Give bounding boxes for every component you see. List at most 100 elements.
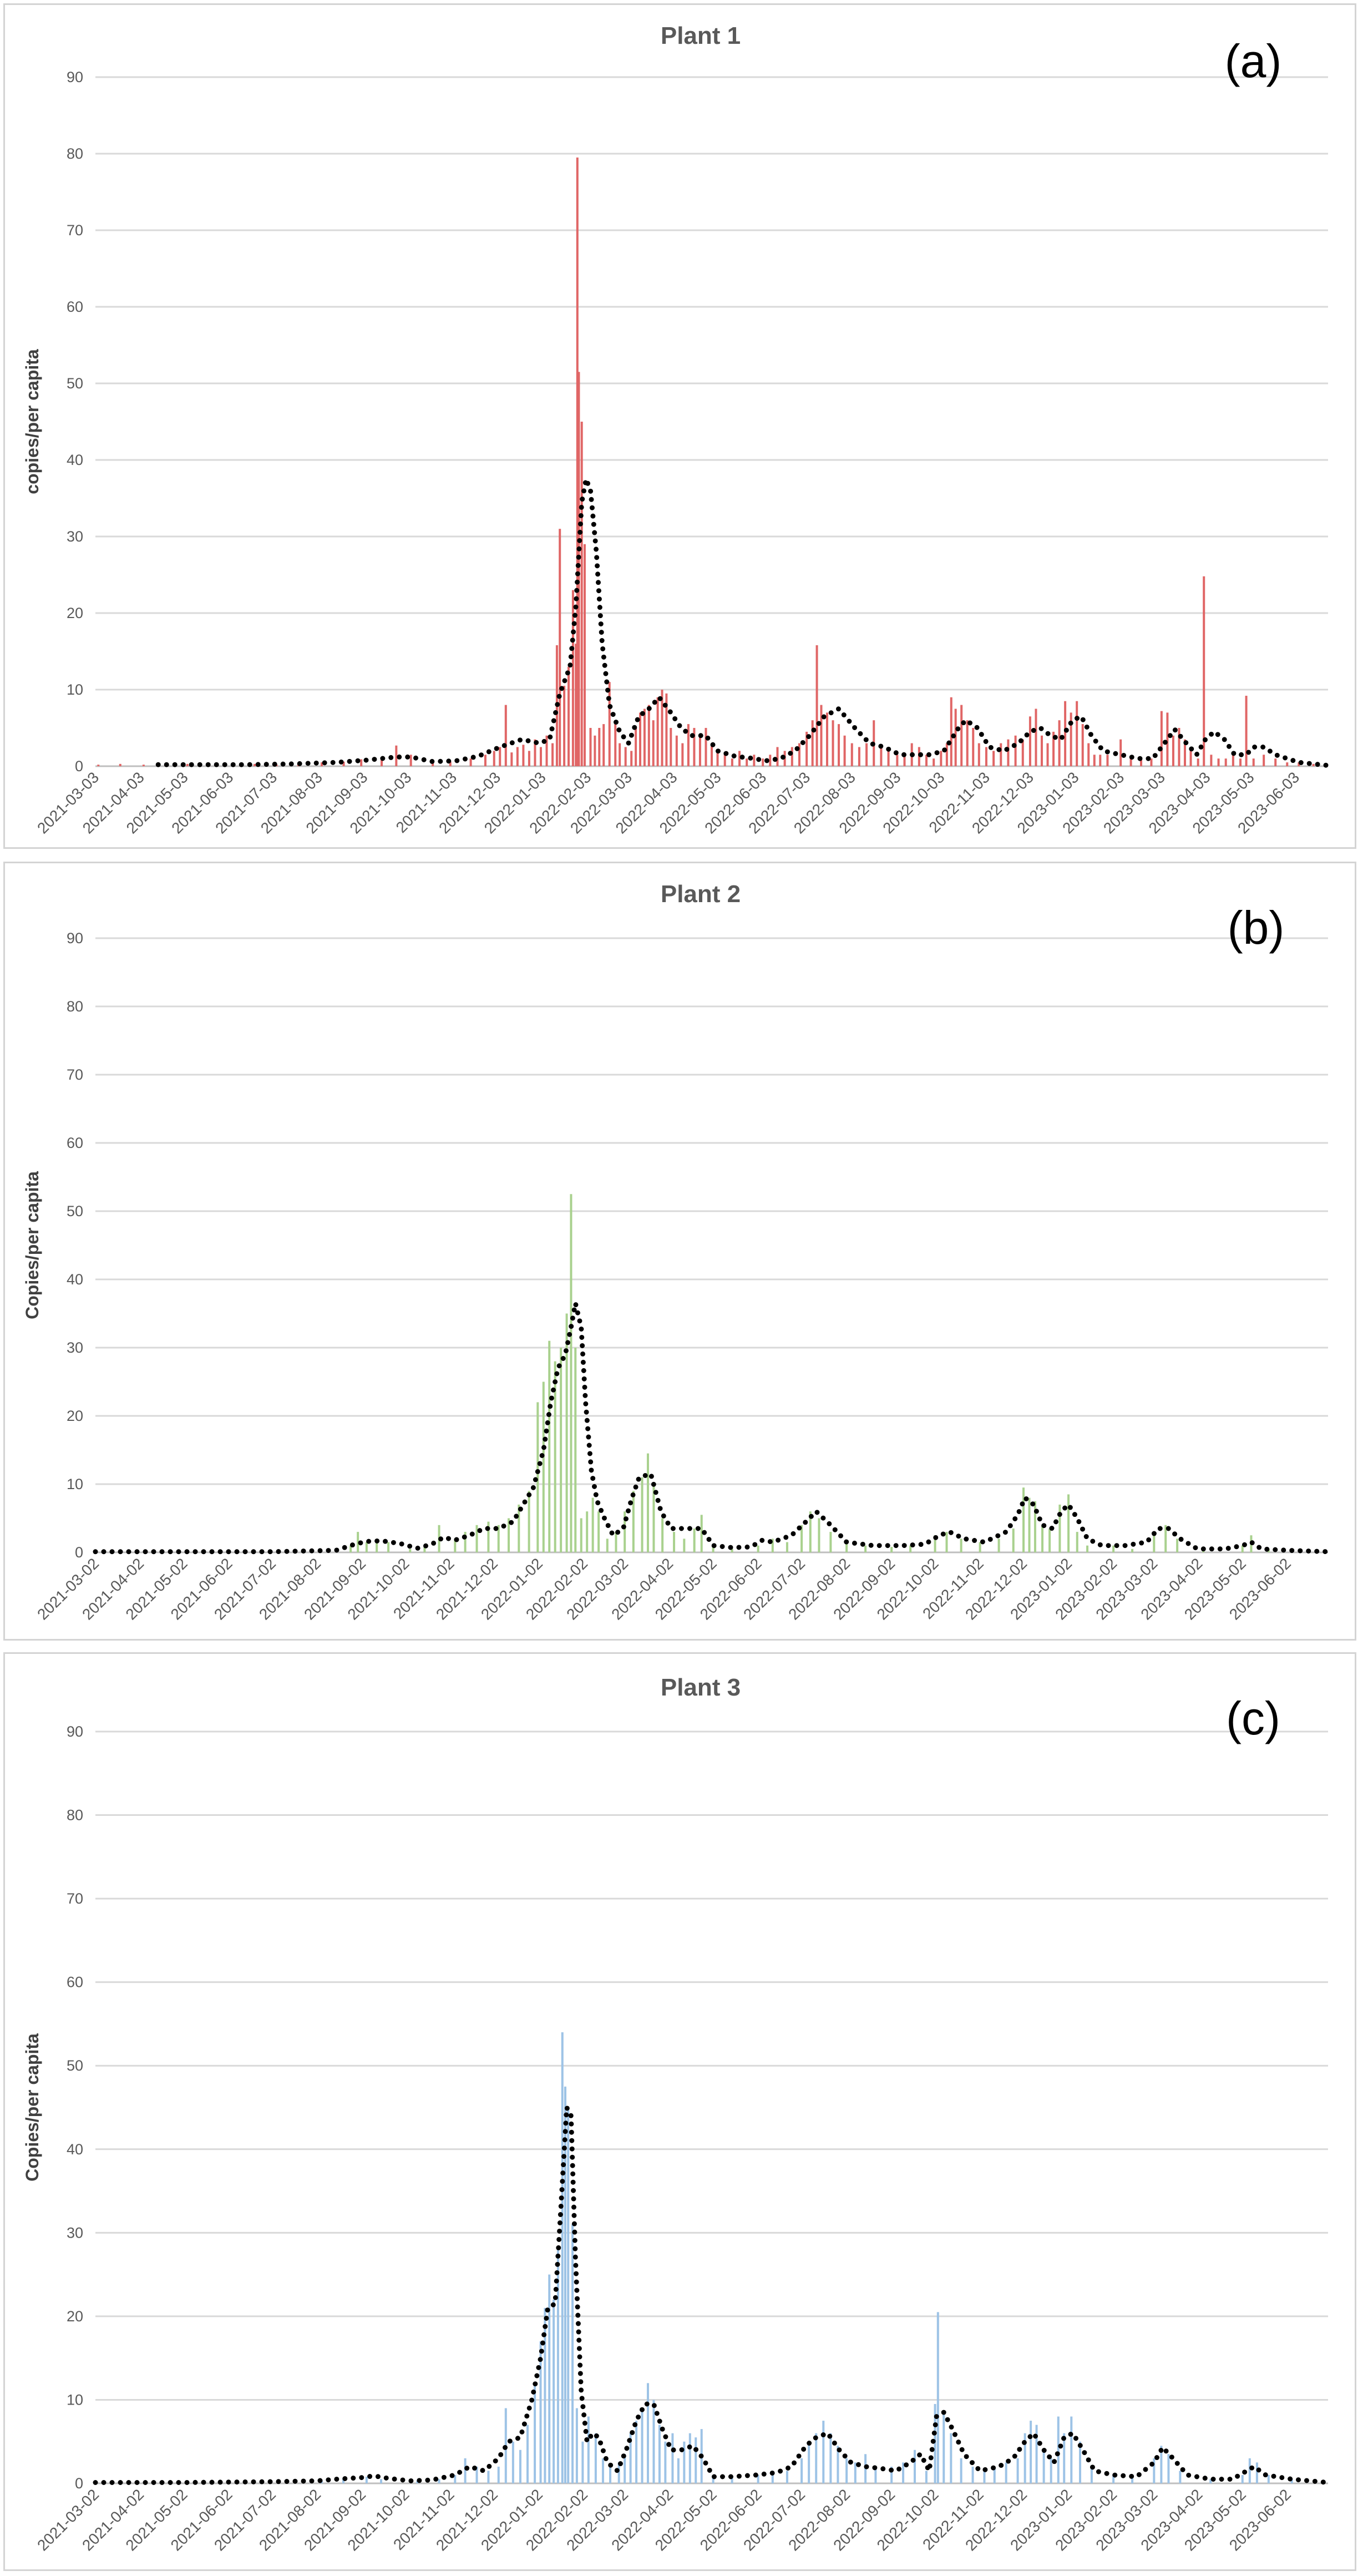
bar	[815, 2433, 818, 2483]
bar	[909, 1545, 912, 1552]
bar	[675, 735, 678, 766]
chart-svg-plant-3: 01020304050607080902021-03-022021-04-022…	[22, 1674, 1331, 2554]
bar	[601, 2458, 604, 2483]
bar	[808, 2441, 810, 2483]
bar	[936, 2312, 939, 2483]
trend-line	[93, 2105, 1331, 2485]
bar	[1129, 758, 1132, 766]
bar	[1112, 2474, 1115, 2483]
bar	[731, 758, 733, 766]
bar	[464, 2458, 467, 2483]
bar	[493, 751, 495, 766]
bar	[688, 2433, 691, 2483]
bar	[1064, 701, 1067, 766]
bar	[858, 747, 860, 766]
bar	[1052, 731, 1055, 766]
y-tick-label: 0	[75, 2475, 83, 2492]
bar	[574, 1348, 577, 1552]
bar	[342, 761, 345, 766]
bar	[902, 2462, 905, 2483]
bar	[1150, 758, 1153, 766]
bar	[646, 2383, 649, 2483]
bar	[960, 2458, 962, 2483]
bar	[119, 763, 121, 766]
bar	[1167, 2454, 1170, 2483]
bar	[1099, 755, 1102, 766]
bar	[641, 1477, 644, 1552]
bar	[934, 1535, 936, 1552]
bar	[580, 422, 583, 766]
bar	[646, 1453, 649, 1552]
bar	[738, 751, 741, 766]
bar	[360, 759, 363, 766]
bar	[731, 1548, 733, 1552]
bar	[683, 1538, 686, 1552]
bar	[880, 747, 883, 766]
bar	[567, 666, 570, 766]
bar	[559, 529, 561, 766]
bar	[580, 1518, 582, 1552]
bar	[977, 743, 980, 766]
panel-label: (a)	[1225, 35, 1282, 87]
bar	[845, 2458, 848, 2483]
bar	[1248, 2458, 1251, 2483]
bar	[594, 735, 596, 766]
chart-panel-plant-2: 0 10 20 30 40 50 60 70 80 90 2021-03-02 2021-04-02 2…	[3, 862, 1356, 1641]
bar	[1189, 751, 1192, 766]
bar	[551, 743, 554, 766]
bar	[712, 1545, 715, 1552]
bar	[1224, 758, 1227, 766]
bar	[887, 751, 890, 766]
bar	[518, 1504, 520, 1552]
bar	[960, 705, 963, 766]
y-tick-label: 10	[67, 2391, 83, 2408]
y-tick-label: 30	[67, 1339, 83, 1356]
bar	[1078, 2441, 1081, 2483]
bar	[571, 590, 574, 766]
bar	[565, 1313, 568, 1552]
bar	[528, 751, 530, 766]
bar	[1005, 2462, 1007, 2483]
y-tick-label: 20	[67, 605, 83, 621]
bar	[661, 1518, 664, 1552]
bar	[647, 705, 650, 766]
bar	[564, 2086, 566, 2483]
bar	[1131, 1548, 1134, 1552]
bar	[510, 752, 513, 766]
bar	[985, 747, 987, 766]
bar	[854, 2462, 857, 2483]
bar	[253, 763, 256, 766]
bar	[475, 1525, 478, 1552]
bar	[993, 2466, 996, 2483]
bar	[786, 1542, 788, 1552]
bar	[379, 2479, 382, 2483]
bar	[577, 372, 580, 766]
bar	[1000, 743, 1002, 766]
y-tick-label: 20	[67, 1408, 83, 1424]
bar	[624, 1511, 626, 1552]
bar	[617, 2462, 620, 2483]
bar	[776, 747, 779, 766]
bar	[548, 1340, 551, 1552]
bar	[1014, 735, 1017, 766]
bar	[960, 1538, 962, 1552]
y-tick-label: 80	[67, 145, 83, 162]
bar	[746, 758, 748, 766]
bar	[508, 1518, 510, 1552]
bar	[1312, 763, 1315, 766]
bar	[1263, 755, 1265, 766]
bar	[966, 720, 969, 766]
bar	[1030, 2421, 1032, 2483]
bar	[832, 720, 834, 766]
bar	[820, 705, 823, 766]
bar	[321, 762, 323, 766]
bar	[641, 2408, 644, 2483]
chart-svg-plant-1: 01020304050607080902021-03-032021-04-032…	[22, 22, 1331, 837]
bar	[586, 1511, 589, 1552]
y-axis-label: Copies/per capita	[22, 2033, 42, 2182]
y-tick-label: 80	[67, 1807, 83, 1824]
bar	[632, 1491, 635, 1552]
bar	[342, 2478, 345, 2483]
bar	[1153, 2458, 1156, 2483]
bar	[811, 720, 814, 766]
